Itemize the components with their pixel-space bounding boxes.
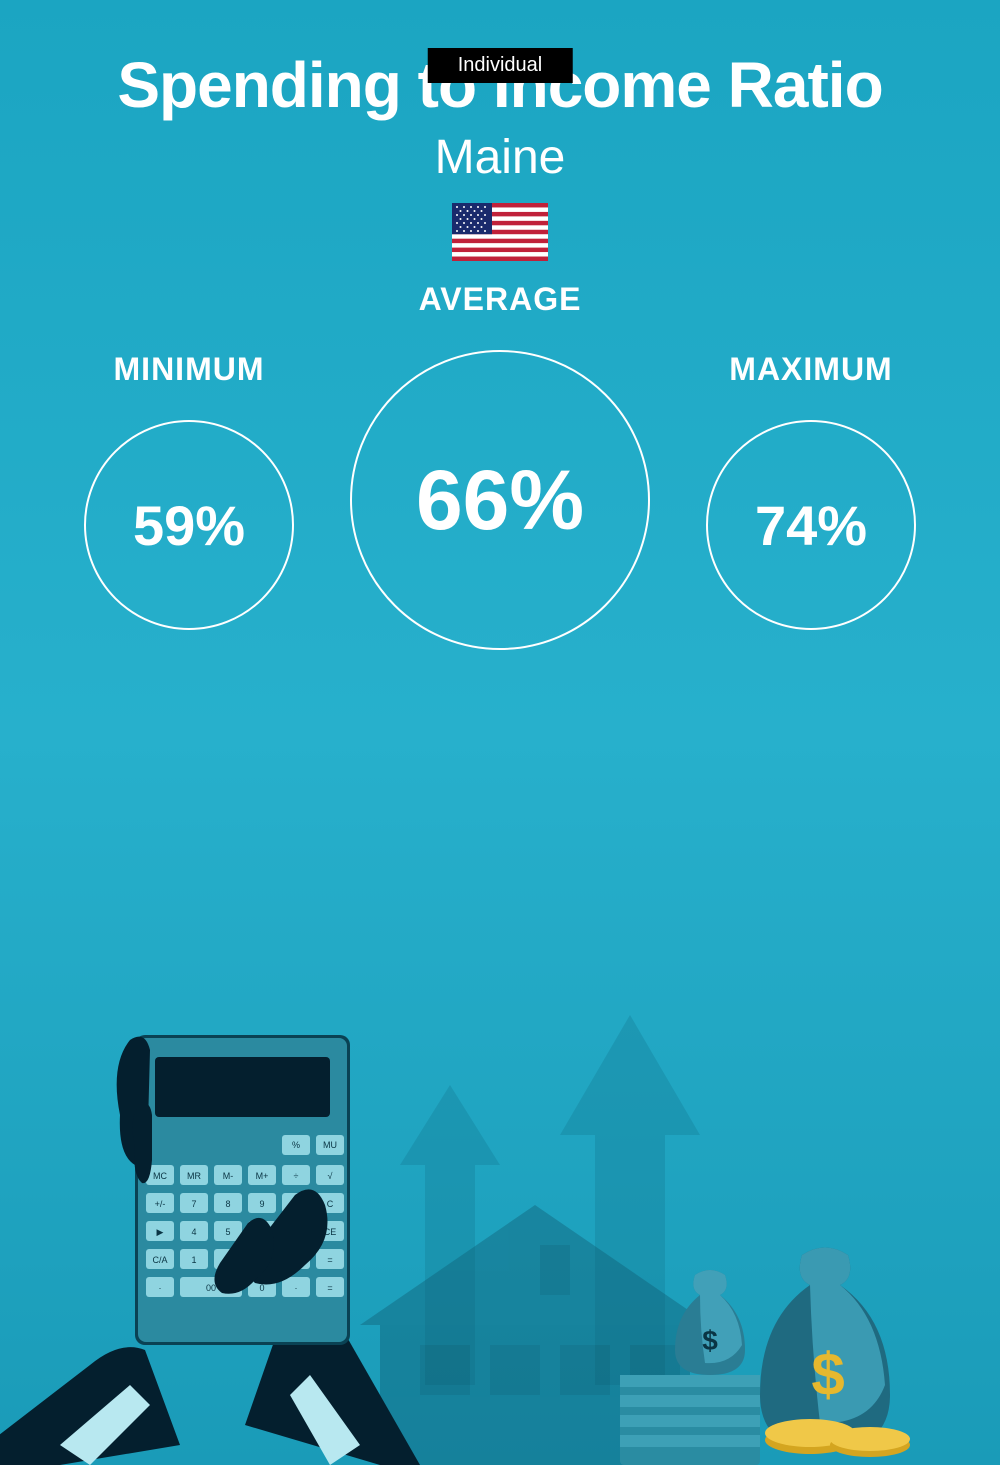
svg-text:1: 1 <box>191 1255 196 1265</box>
svg-text:C: C <box>327 1199 334 1209</box>
svg-text:÷: ÷ <box>294 1171 299 1181</box>
svg-text:+/-: +/- <box>155 1199 166 1209</box>
svg-text:4: 4 <box>191 1227 196 1237</box>
stats-row: MINIMUM 59% AVERAGE 66% MAXIMUM 74% <box>0 331 1000 650</box>
svg-text:=: = <box>327 1255 332 1265</box>
svg-text:8: 8 <box>225 1199 230 1209</box>
minimum-label: MINIMUM <box>114 351 265 388</box>
average-label: AVERAGE <box>419 281 582 318</box>
svg-text:5: 5 <box>225 1227 230 1237</box>
badge-text: Individual <box>458 54 543 76</box>
minimum-circle: 59% <box>84 420 294 630</box>
svg-text:▶: ▶ <box>157 1227 164 1237</box>
svg-text:9: 9 <box>259 1199 264 1209</box>
svg-text:%: % <box>292 1140 300 1150</box>
maximum-value: 74% <box>755 493 867 558</box>
maximum-label: MAXIMUM <box>729 351 892 388</box>
maximum-circle: 74% <box>706 420 916 630</box>
svg-text:MU: MU <box>323 1140 337 1150</box>
svg-text:$: $ <box>811 1341 844 1408</box>
stat-average: AVERAGE 66% <box>350 281 650 650</box>
svg-text:=: = <box>327 1283 332 1293</box>
stat-minimum: MINIMUM 59% <box>84 351 294 630</box>
category-badge: Individual <box>428 48 573 83</box>
svg-text:MC: MC <box>153 1171 167 1181</box>
svg-text:·: · <box>295 1283 298 1293</box>
minimum-value: 59% <box>133 493 245 558</box>
svg-text:$: $ <box>702 1325 718 1356</box>
average-circle: 66% <box>350 350 650 650</box>
svg-text:√: √ <box>328 1171 333 1181</box>
svg-text:·: · <box>159 1283 162 1293</box>
svg-text:M+: M+ <box>256 1171 269 1181</box>
svg-text:M-: M- <box>223 1171 234 1181</box>
svg-text:00: 00 <box>206 1283 216 1293</box>
svg-text:MR: MR <box>187 1171 201 1181</box>
svg-text:C/A: C/A <box>152 1255 167 1265</box>
stat-maximum: MAXIMUM 74% <box>706 351 916 630</box>
svg-text:7: 7 <box>191 1199 196 1209</box>
finance-illustration: $ $ <box>0 885 1000 1465</box>
average-value: 66% <box>416 452 584 549</box>
svg-text:0: 0 <box>259 1283 264 1293</box>
region-subtitle: Maine <box>0 130 1000 185</box>
us-flag-icon <box>452 203 548 261</box>
